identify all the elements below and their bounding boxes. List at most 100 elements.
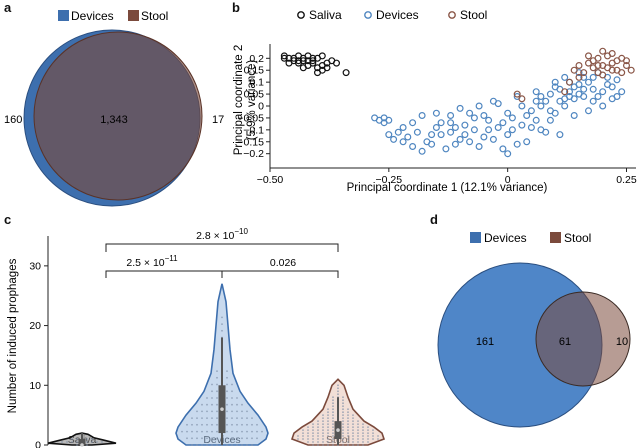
violin-dot — [342, 411, 344, 414]
violin-dot — [327, 435, 329, 437]
x-tick-label: −0.25 — [376, 174, 403, 186]
venn-devices-only-count: 161 — [476, 336, 494, 348]
venn-stool-only-count: 10 — [616, 336, 628, 348]
significance-bracket — [105, 243, 339, 252]
violin-dot — [347, 444, 349, 446]
violin-dot — [317, 435, 319, 437]
legend-marker-saliva — [297, 11, 305, 19]
scatter-point-devices — [556, 131, 564, 139]
violin-dot — [216, 444, 218, 446]
violin-dot — [231, 410, 233, 413]
violin-dot — [211, 383, 213, 386]
legend-label-devices: Devices — [484, 231, 527, 245]
scatter-point-devices — [499, 145, 507, 153]
legend-label-saliva: Saliva — [309, 8, 342, 22]
violin-dot — [196, 417, 198, 419]
violin-dot — [332, 402, 334, 405]
violin-dot — [211, 437, 213, 440]
violin-dot — [347, 420, 349, 422]
violin-dot — [332, 432, 334, 434]
violin-dot — [226, 383, 228, 386]
significance-exponent: −11 — [165, 254, 179, 263]
scatter-point-devices — [485, 126, 493, 134]
violin-dot — [377, 438, 379, 440]
y-tick-label: 0.05 — [244, 89, 265, 101]
panel-label-a: a — [4, 0, 12, 15]
scatter-point-devices — [451, 123, 459, 131]
violin-dot — [372, 435, 374, 437]
violin-dot — [322, 414, 324, 416]
venn-circle-stool — [535, 291, 631, 387]
violin-dot — [332, 396, 334, 399]
violin-dot — [256, 430, 258, 433]
scatter-point-devices — [437, 119, 445, 127]
scatter-point-devices — [432, 109, 440, 117]
violin-dot — [332, 408, 334, 411]
legend-swatch-devices — [470, 232, 481, 243]
scatter-points — [280, 47, 635, 158]
scatter-legend: Saliva Devices Stool — [297, 8, 487, 22]
violin-chart: Number of induced prophages 0102030Saliv… — [7, 227, 386, 448]
scatter-point-devices — [599, 102, 607, 110]
legend-label-stool: Stool — [141, 9, 168, 23]
violin-dot — [352, 429, 354, 431]
violin-dot — [186, 430, 188, 433]
violin-dot — [312, 435, 314, 437]
scatter-point-devices — [504, 109, 512, 117]
violin-dot — [226, 430, 228, 433]
scatter-point-devices — [466, 138, 474, 146]
violin-dot — [216, 430, 218, 433]
violin-dot — [362, 432, 364, 434]
violin-dot — [231, 444, 233, 446]
violin-dot — [337, 387, 339, 390]
scatter-point-devices — [589, 97, 597, 105]
legend-label-devices: Devices — [376, 8, 419, 22]
venn-intersection-count: 1,343 — [100, 114, 128, 126]
violin-dot — [196, 444, 198, 446]
scatter-point-devices — [565, 92, 573, 100]
legend-label-stool: Stool — [460, 8, 487, 22]
legend-swatch-stool — [128, 10, 139, 21]
violin-dot — [307, 435, 309, 437]
scatter-point-stool — [589, 57, 597, 65]
scatter-point-devices — [561, 73, 569, 81]
violin-dot — [201, 437, 203, 440]
violin-dot — [236, 403, 238, 406]
scatter-point-stool — [613, 57, 621, 65]
violin-dot — [312, 426, 314, 428]
scatter-point-devices — [466, 109, 474, 117]
scatter-point-devices — [409, 119, 417, 127]
scatter-point-devices — [570, 83, 578, 91]
violin-dot — [226, 417, 228, 419]
violin-dot — [362, 426, 364, 428]
panel-label-c: c — [4, 212, 12, 227]
violin-dot — [211, 444, 213, 446]
violin-dot — [357, 438, 359, 440]
scatter-point-devices — [599, 88, 607, 96]
scatter-point-devices — [608, 83, 616, 91]
violin-dot — [91, 438, 93, 440]
violin-dot — [352, 441, 354, 443]
violin-dot — [342, 408, 344, 411]
violin-dot — [216, 403, 218, 406]
violin-dot — [231, 383, 233, 386]
scatter-point-devices — [504, 150, 512, 158]
violin-dot — [342, 426, 344, 428]
violin-dot — [236, 417, 238, 419]
scatter-point-devices — [494, 100, 502, 108]
violin-dot — [317, 444, 319, 446]
violin-dot — [211, 417, 213, 419]
violin-dot — [216, 417, 218, 419]
violin-dot — [216, 370, 218, 372]
violin-dot — [342, 432, 344, 434]
scatter-point-saliva — [318, 66, 326, 74]
y-tick-label: 0 — [35, 440, 41, 448]
scatter-point-devices — [527, 123, 535, 131]
violin-dot — [357, 420, 359, 422]
violin-dot — [342, 423, 344, 425]
scatter-point-saliva — [280, 54, 288, 62]
violin-dot — [342, 435, 344, 437]
median-marker — [80, 443, 84, 447]
scatter-point-devices — [470, 126, 478, 134]
panel-label-d: d — [430, 212, 438, 227]
